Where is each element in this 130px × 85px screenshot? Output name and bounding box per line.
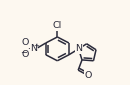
Text: +: + — [33, 44, 39, 49]
Text: O: O — [22, 38, 29, 47]
Text: O: O — [22, 50, 29, 59]
Text: −: − — [20, 48, 27, 57]
Text: N: N — [75, 44, 82, 53]
Text: Cl: Cl — [53, 21, 62, 30]
Text: O: O — [85, 71, 92, 80]
Text: N: N — [30, 44, 37, 53]
